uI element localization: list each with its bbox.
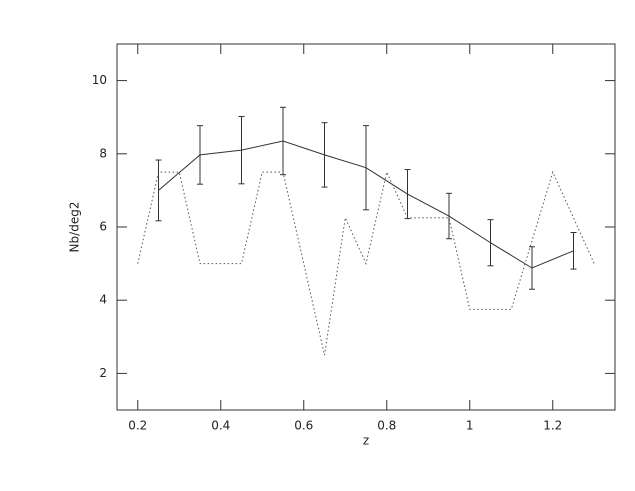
y-tick-label: 8 bbox=[99, 146, 107, 160]
x-tick-label: 1 bbox=[466, 419, 474, 433]
y-axis-label: Nb/deg2 bbox=[68, 202, 82, 253]
y-tick-label: 2 bbox=[99, 366, 107, 380]
y-tick-label: 10 bbox=[92, 73, 107, 87]
y-tick-label: 6 bbox=[99, 220, 107, 234]
plot-frame bbox=[116, 43, 616, 411]
x-tick-label: 0.6 bbox=[294, 419, 313, 433]
x-tick-label: 0.8 bbox=[377, 419, 396, 433]
x-tick-label: 0.2 bbox=[128, 419, 147, 433]
series-line bbox=[137, 170, 595, 356]
x-tick-label: 1.2 bbox=[543, 419, 562, 433]
x-axis-label: z bbox=[363, 434, 369, 448]
y-tick-label: 4 bbox=[99, 293, 107, 307]
x-tick-label: 0.4 bbox=[211, 419, 230, 433]
